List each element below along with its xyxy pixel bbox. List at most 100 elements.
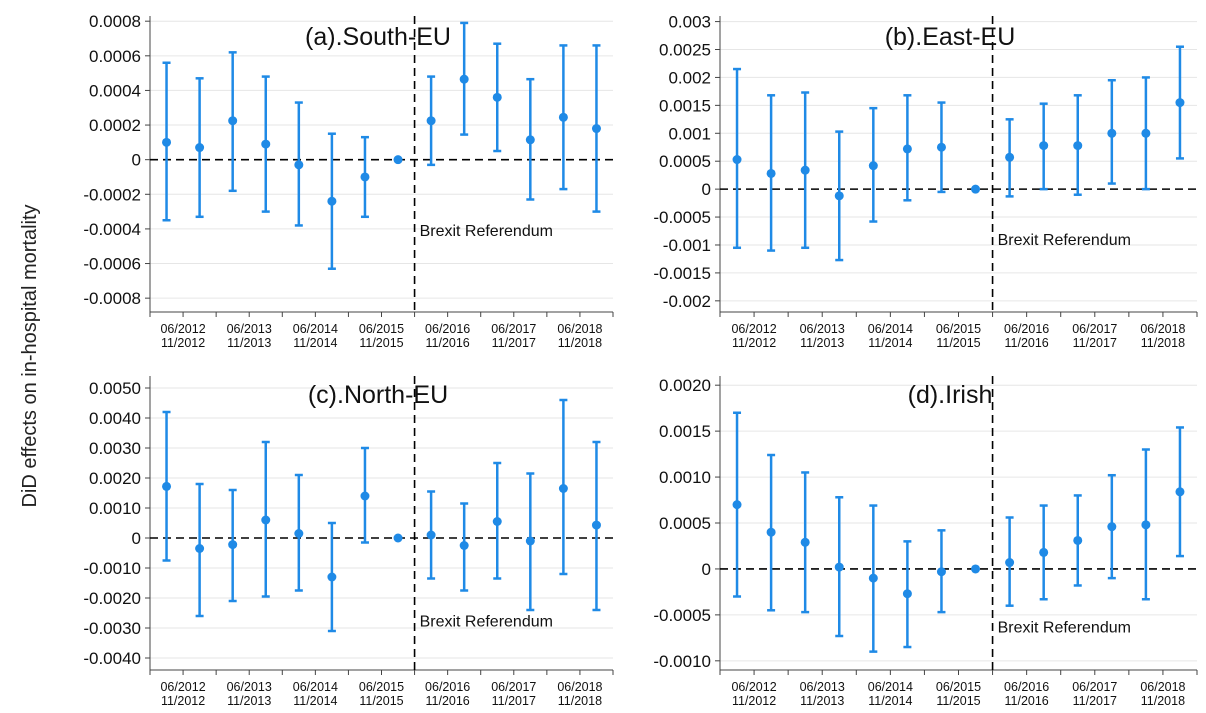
y-tick-label: 0.0015 (659, 96, 711, 115)
panel-title: (d).Irish (908, 381, 993, 409)
y-tick-label: 0.0010 (89, 499, 141, 518)
point-estimate (558, 484, 568, 493)
point-estimate (327, 572, 337, 582)
x-tick-label: 06/2012 (731, 680, 776, 694)
point-estimate (800, 165, 810, 175)
x-tick-label: 06/2012 (731, 322, 776, 336)
point-estimate (1039, 547, 1049, 557)
x-tick-label: 06/2016 (1004, 322, 1049, 336)
point-estimate (525, 536, 535, 546)
point-estimate (426, 116, 436, 126)
point-estimate (162, 481, 172, 491)
x-tick-label: 06/2012 (160, 322, 205, 336)
panel-title: (a).South-EU (305, 23, 451, 51)
x-tick-label: 11/2016 (1005, 336, 1049, 350)
y-tick-label: 0.0015 (659, 422, 711, 441)
x-tick-label: 11/2015 (359, 694, 403, 708)
y-tick-label: -0.0004 (83, 220, 141, 239)
point-estimate (936, 142, 946, 152)
y-tick-label: 0.0020 (89, 469, 141, 488)
point-estimate (1107, 128, 1117, 138)
x-tick-label: 11/2012 (732, 694, 776, 708)
x-tick-label: 11/2015 (936, 694, 980, 708)
point-estimate (868, 161, 878, 171)
x-tick-label: 11/2013 (800, 336, 844, 350)
y-tick-label: 0.0005 (659, 514, 711, 533)
point-estimate (766, 168, 776, 178)
point-estimate (1005, 558, 1015, 568)
y-tick-label: -0.0005 (653, 208, 711, 227)
y-tick-label: -0.0005 (653, 606, 711, 625)
y-tick-label: 0.0025 (659, 41, 711, 60)
point-estimate (393, 155, 403, 165)
panel-title: (b).East-EU (885, 23, 1016, 51)
y-tick-label: 0.0040 (89, 409, 141, 428)
x-tick-label: 06/2017 (1072, 680, 1117, 694)
x-tick-label: 06/2014 (293, 322, 338, 336)
point-estimate (936, 567, 946, 577)
x-tick-label: 06/2014 (868, 680, 913, 694)
y-tick-label: 0 (132, 151, 141, 170)
point-estimate (294, 160, 304, 170)
y-tick-label: -0.001 (663, 236, 711, 255)
x-tick-label: 11/2016 (426, 694, 470, 708)
point-estimate (195, 143, 205, 153)
x-tick-label: 06/2013 (800, 680, 845, 694)
point-estimate (902, 589, 912, 599)
x-tick-label: 06/2015 (936, 680, 981, 694)
x-tick-label: 11/2018 (558, 336, 602, 350)
point-estimate (393, 533, 403, 543)
point-estimate (591, 520, 601, 530)
point-estimate (525, 135, 535, 145)
y-tick-label: -0.0002 (83, 185, 141, 204)
panel-title: (c).North-EU (308, 381, 448, 409)
point-estimate (834, 562, 844, 572)
y-tick-label: 0.0010 (659, 468, 711, 487)
panel-3: -0.0040 -0.0030 -0.0020 -0.0010 0 0.0010 0.002… (83, 376, 614, 708)
point-estimate (1175, 487, 1185, 497)
y-tick-label: 0.003 (668, 13, 711, 32)
point-estimate (971, 564, 981, 574)
y-tick-label: 0.0006 (89, 47, 141, 66)
x-tick-label: 11/2012 (161, 336, 205, 350)
point-estimate (492, 517, 502, 526)
referendum-label: Brexit Referendum (998, 619, 1131, 636)
x-tick-label: 06/2017 (491, 322, 536, 336)
referendum-label: Brexit Referendum (998, 232, 1131, 249)
y-tick-label: 0 (702, 180, 711, 199)
y-tick-label: -0.0006 (83, 255, 141, 274)
point-estimate (261, 515, 271, 525)
referendum-label: Brexit Referendum (420, 614, 553, 631)
y-tick-label: -0.0010 (83, 559, 141, 578)
panel-2: -0.002 -0.0015 -0.001 -0.0005 0 0.0005 0.001 0.… (653, 13, 1198, 350)
point-estimate (228, 116, 238, 126)
y-axis-label: DiD effects on in-hospital mortality (19, 204, 41, 507)
x-tick-label: 06/2014 (868, 322, 913, 336)
point-estimate (868, 573, 878, 583)
x-tick-label: 06/2016 (1004, 680, 1049, 694)
x-tick-label: 06/2015 (936, 322, 981, 336)
y-tick-label: -0.0008 (83, 289, 141, 308)
x-tick-label: 11/2013 (800, 694, 844, 708)
y-tick-label: 0 (132, 529, 141, 548)
y-tick-label: -0.0020 (83, 589, 141, 608)
point-estimate (558, 112, 568, 122)
point-estimate (1175, 98, 1185, 108)
x-tick-label: 06/2015 (359, 680, 404, 694)
point-estimate (1073, 535, 1083, 545)
x-tick-label: 11/2016 (1005, 694, 1049, 708)
x-tick-label: 11/2017 (1073, 694, 1117, 708)
y-tick-label: -0.0010 (653, 652, 711, 671)
point-estimate (732, 500, 742, 510)
panel-4: -0.0010 -0.0005 0 0.0005 0.0010 0.0015 0.0020 B… (653, 376, 1198, 708)
x-tick-label: 06/2012 (160, 680, 205, 694)
x-tick-label: 06/2018 (1140, 322, 1185, 336)
y-tick-label: 0.0005 (659, 152, 711, 171)
x-tick-label: 06/2013 (800, 322, 845, 336)
x-tick-label: 06/2017 (1072, 322, 1117, 336)
point-estimate (1039, 141, 1049, 151)
x-tick-label: 06/2016 (425, 680, 470, 694)
y-tick-label: 0.0008 (89, 12, 141, 31)
point-estimate (902, 144, 912, 154)
